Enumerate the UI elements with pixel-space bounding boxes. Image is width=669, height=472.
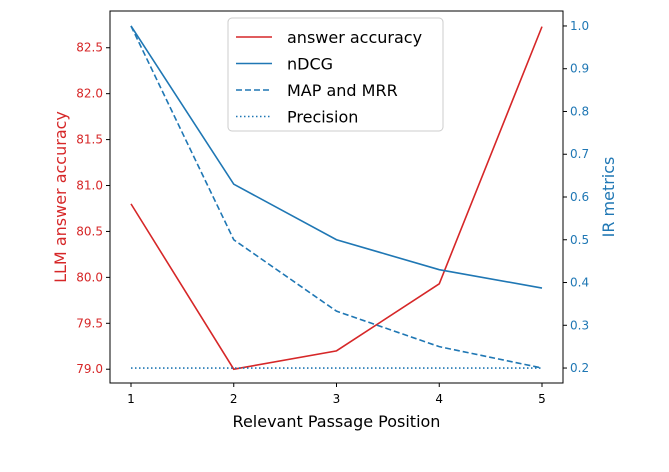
left-tick-label: 81.5 — [76, 133, 103, 147]
left-tick-label: 80.5 — [76, 224, 103, 238]
series-layer — [130, 25, 543, 371]
left-tick-label: 81.0 — [76, 179, 103, 193]
series-line-ndcg — [130, 25, 543, 289]
legend: answer accuracy nDCG MAP and MRR Precision — [227, 17, 444, 132]
legend-entries: answer accuracy nDCG MAP and MRR Precision — [236, 28, 422, 127]
right-axis-label: IR metrics — [599, 157, 618, 238]
left-axis-label: LLM answer accuracy — [51, 111, 70, 283]
x-tick-label: 3 — [333, 392, 341, 406]
tick-layer: 1 2 3 4 5 79.0 79.5 80.0 80.5 81.0 81.5 82.0 82.5 0.2… — [76, 19, 589, 406]
right-tick-label: 0.3 — [570, 318, 589, 332]
right-tick-label: 0.8 — [570, 104, 589, 118]
right-tick-label: 0.2 — [570, 361, 589, 375]
x-tick-label: 1 — [127, 392, 135, 406]
left-tick-label: 79.0 — [76, 362, 103, 376]
left-tick-label: 79.5 — [76, 316, 103, 330]
left-tick-label: 82.0 — [76, 87, 103, 101]
legend-box — [227, 17, 444, 132]
legend-label: nDCG — [287, 55, 333, 74]
x-tick-label: 5 — [538, 392, 546, 406]
left-tick-label: 82.5 — [76, 41, 103, 55]
legend-label: Precision — [287, 108, 358, 127]
legend-label: answer accuracy — [287, 28, 422, 47]
right-tick-label: 1.0 — [570, 19, 589, 33]
right-tick-label: 0.6 — [570, 190, 589, 204]
right-tick-label: 0.7 — [570, 147, 589, 161]
right-tick-label: 0.4 — [570, 276, 589, 290]
left-tick-label: 80.0 — [76, 270, 103, 284]
x-tick-label: 2 — [230, 392, 238, 406]
x-axis-label: Relevant Passage Position — [233, 412, 441, 431]
series-line-map-and-mrr — [130, 25, 543, 369]
plot-frame — [109, 10, 564, 384]
x-tick-label: 4 — [435, 392, 443, 406]
right-tick-label: 0.5 — [570, 233, 589, 247]
series-line-answer-accuracy — [130, 26, 543, 371]
legend-label: MAP and MRR — [287, 81, 398, 100]
right-tick-label: 0.9 — [570, 62, 589, 76]
